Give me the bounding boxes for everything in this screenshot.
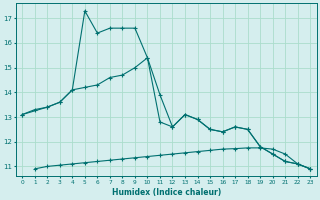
- X-axis label: Humidex (Indice chaleur): Humidex (Indice chaleur): [112, 188, 221, 197]
